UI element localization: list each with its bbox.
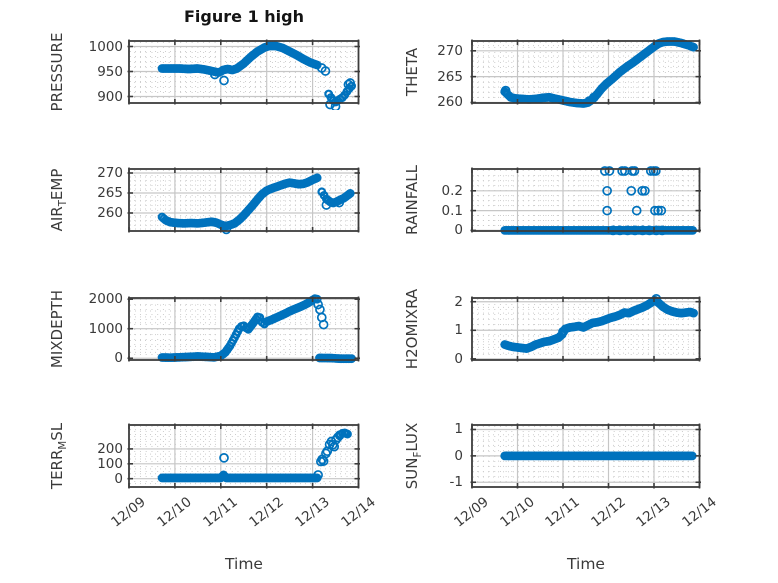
axes-box [470,296,701,362]
data-markers [157,41,357,110]
y-tick-label: 1000 [88,38,123,55]
minor-grid [129,298,359,360]
y-tick-label: 0 [454,447,463,464]
axes-box [470,39,701,105]
y-tick-label: 0 [454,222,463,239]
subplot-theta [470,37,701,108]
subplot-terr_msl [127,423,360,489]
y-tick-label: 260 [97,205,123,221]
axes-box [127,167,360,233]
y-axis-label-terr_msl: TERRMSL [48,422,69,490]
y-tick-label: 2 [454,293,463,310]
y-tick-label: 900 [97,88,123,105]
subplot-rainfall [470,166,701,236]
y-tick-label: 270 [97,165,123,181]
subplot-h2omixra [470,294,701,362]
y-tick-label: 0.2 [441,182,463,199]
axes-box [127,39,360,105]
x-axis-label-left: Time [225,555,263,573]
y-tick-label: 270 [437,42,463,59]
data-markers [500,451,697,461]
data-markers [157,173,355,235]
subplot-air_temp [127,167,360,235]
y-tick-label: 1 [454,322,463,339]
y-tick-label: 950 [97,63,123,80]
subplot-pressure [127,39,360,110]
y-tick-label: 265 [97,185,123,201]
y-tick-label: 1 [454,421,463,438]
axes-box [127,423,360,489]
subplot-sun_flux [470,423,701,489]
y-axis-label-sun_flux: SUNFLUX [403,422,424,490]
axes-box [470,423,701,489]
y-tick-label: 260 [437,94,463,111]
y-tick-label: 1000 [88,320,123,337]
data-markers [500,37,698,108]
y-tick-label: 0.1 [441,202,463,219]
data-markers [500,294,698,353]
y-tick-label: 200 [97,440,123,457]
axes-box [127,296,360,362]
y-tick-label: -1 [449,474,463,491]
minor-grid [472,169,700,232]
y-tick-label: 0 [114,470,123,487]
x-axis-label-right: Time [567,555,605,573]
y-tick-label: 265 [437,68,463,85]
y-tick-label: 100 [97,455,123,472]
figure-title: Figure 1 high [184,7,304,26]
subplot-mixdepth [127,294,360,364]
axes-box [470,167,701,233]
y-tick-label: 0 [454,350,463,367]
y-tick-label: 0 [114,350,123,367]
data-markers [157,428,352,483]
y-tick-label: 2000 [88,291,123,308]
